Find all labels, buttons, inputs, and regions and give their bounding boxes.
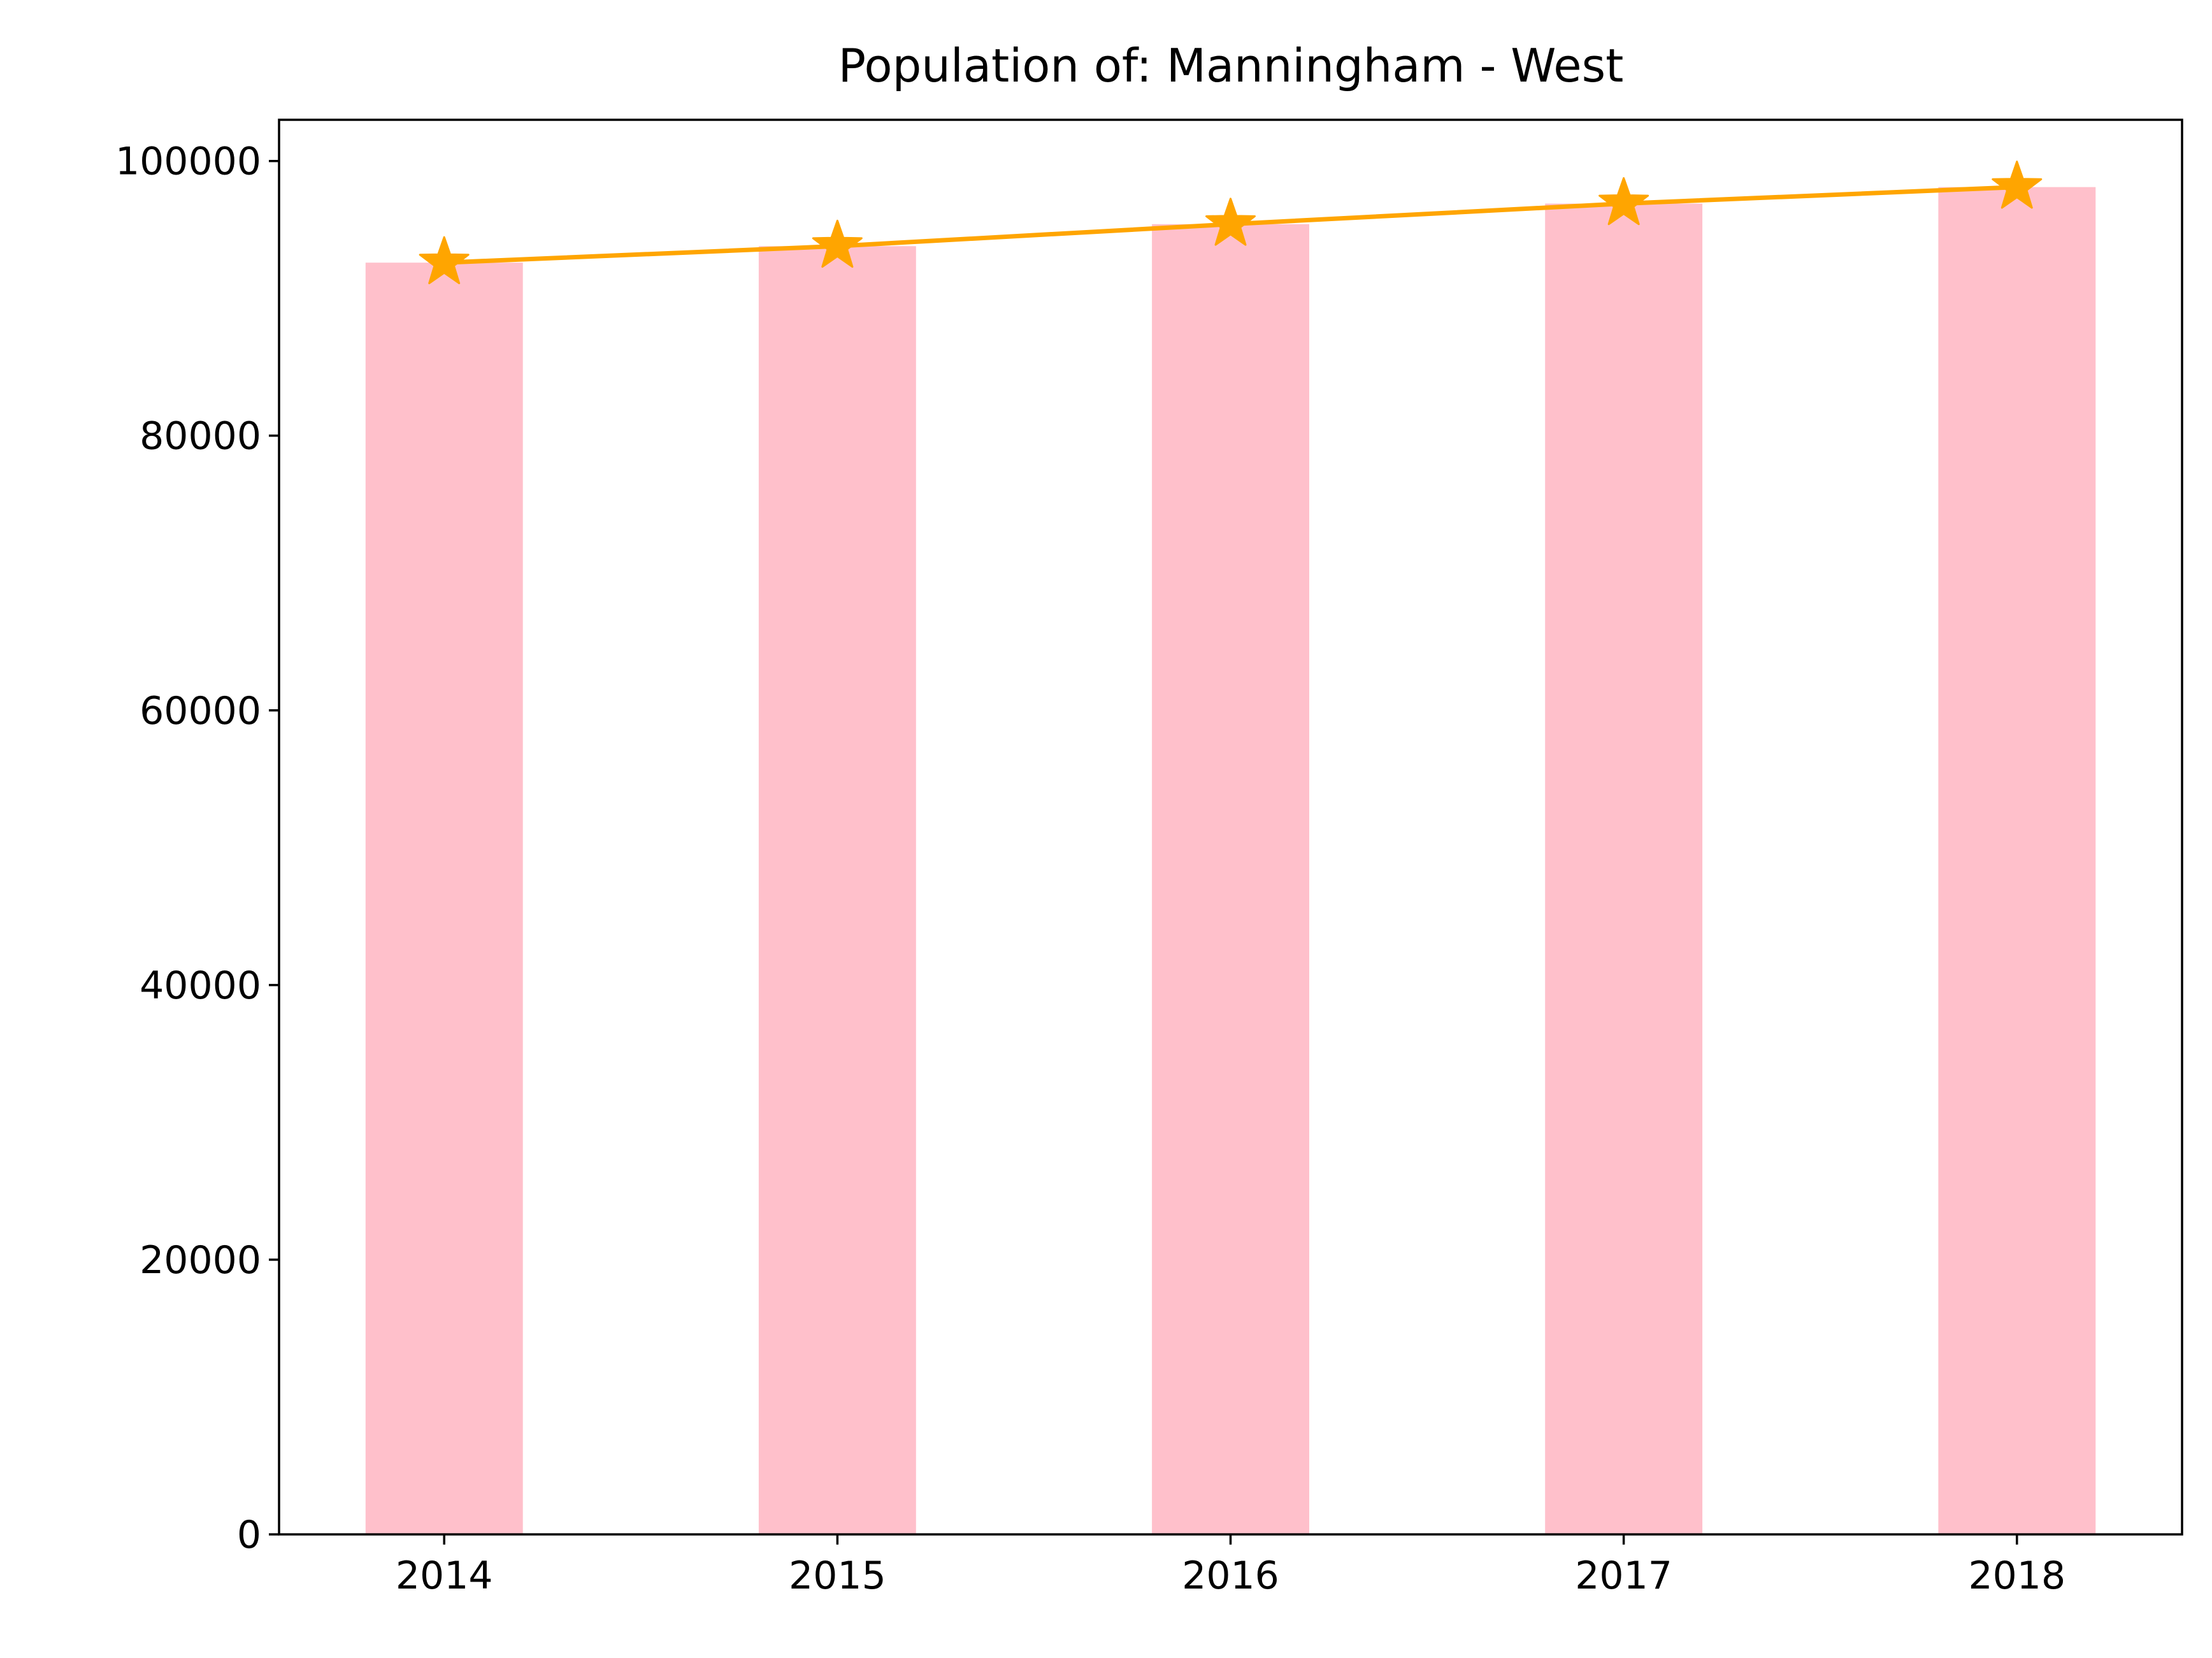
y-tick-label: 60000 bbox=[140, 689, 261, 733]
star-marker-2017 bbox=[1598, 177, 1649, 226]
x-tick-label: 2018 bbox=[1968, 1553, 2065, 1598]
x-tick-label: 2014 bbox=[396, 1553, 493, 1598]
y-tick-label: 80000 bbox=[140, 414, 261, 459]
star-marker-2014 bbox=[419, 236, 470, 284]
x-tick-label: 2015 bbox=[789, 1553, 886, 1598]
bars-layer bbox=[365, 187, 2096, 1535]
star-marker-2018 bbox=[1992, 161, 2043, 209]
axes-layer: 0 20000 40000 60000 80000 100000 2014 2015 2016 2… bbox=[115, 119, 2183, 1598]
bar-2016 bbox=[1152, 224, 1309, 1534]
bar-2018 bbox=[1938, 187, 2096, 1534]
bar-2017 bbox=[1545, 203, 1703, 1534]
y-tick-label: 100000 bbox=[115, 140, 261, 184]
bar-2015 bbox=[758, 246, 916, 1534]
chart-title: Population of: Manningham - West bbox=[838, 39, 1624, 92]
y-tick-label: 20000 bbox=[140, 1238, 261, 1283]
line-layer bbox=[419, 161, 2043, 284]
y-tick-label: 40000 bbox=[140, 963, 261, 1008]
x-tick-label: 2017 bbox=[1575, 1553, 1672, 1598]
star-marker-2015 bbox=[812, 219, 863, 268]
y-tick-label: 0 bbox=[237, 1513, 261, 1557]
star-marker-2016 bbox=[1205, 198, 1256, 246]
bar-2014 bbox=[365, 263, 523, 1535]
x-tick-label: 2016 bbox=[1182, 1553, 1279, 1598]
